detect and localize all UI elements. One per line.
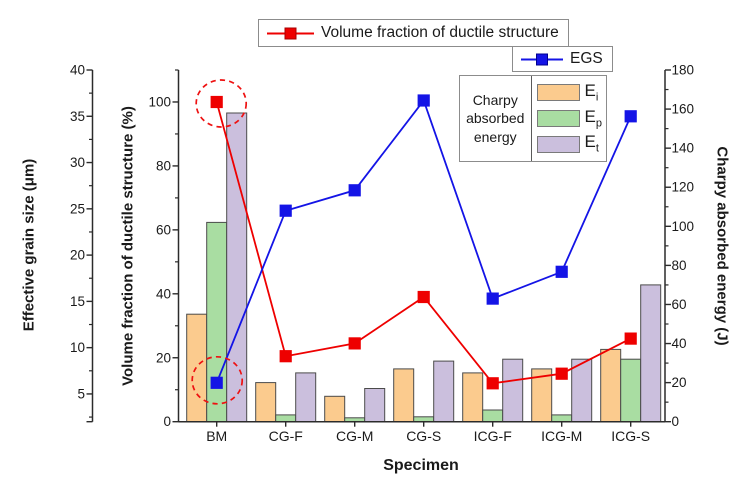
legend-charpy-title: Charpy absorbed energy [460, 76, 532, 161]
bar-Ei-ICG-F [462, 372, 484, 423]
y-tick-label: 0 [672, 414, 680, 429]
ep-swatch-icon [536, 109, 580, 127]
bar-Ep-BM [206, 221, 228, 423]
y-tick-label: 15 [70, 294, 85, 309]
legend-charpy-entries: Ei Ep Et [532, 76, 606, 161]
bar-Ep-ICG-S [620, 358, 642, 423]
bar-Et-ICG-F [502, 358, 524, 423]
et-label: Et [584, 132, 599, 155]
marker-Volume fraction of ductile structure-CG-S [417, 290, 430, 304]
y-tick-label: 60 [672, 297, 687, 312]
marker-Volume fraction of ductile structure-ICG-S [624, 332, 637, 345]
x-tick-label: ICG-F [474, 428, 512, 444]
y-tick-label: 40 [70, 63, 85, 78]
bar-Ep-CG-F [275, 414, 297, 423]
y-tick-label: 20 [70, 248, 85, 263]
marker-EGS-BM [210, 376, 223, 389]
bar-Et-BM [226, 112, 248, 423]
marker-Volume fraction of ductile structure-ICG-M [555, 367, 568, 380]
marker-EGS-CG-M [348, 184, 361, 197]
bar-Ei-CG-M [324, 395, 346, 423]
legend-volume-fraction-label: Volume fraction of ductile structure [321, 24, 559, 41]
y-tick-label: 40 [156, 286, 171, 301]
y-tick-label: 120 [672, 180, 695, 195]
y-tick-label: 20 [156, 350, 171, 365]
x-tick-label: CG-F [269, 428, 303, 444]
ei-swatch-icon [536, 84, 580, 102]
bar-Ep-ICG-M [551, 414, 573, 423]
marker-Volume fraction of ductile structure-BM [210, 95, 223, 109]
x-tick-label: ICG-S [611, 428, 650, 444]
x-tick-label: CG-S [406, 428, 441, 444]
y-tick-label: 30 [70, 155, 85, 170]
highlight-circle-BM [195, 79, 248, 128]
marker-Volume fraction of ductile structure-ICG-F [486, 377, 499, 390]
legend-charpy-title-line: energy [473, 128, 517, 145]
y-tick-label: 100 [148, 94, 171, 109]
y-tick-label: 10 [70, 340, 85, 355]
x-tick-label: BM [206, 428, 227, 444]
y-tick-label: 80 [156, 158, 171, 173]
legend-entry-et: Et [536, 132, 602, 155]
axis-title-specimen: Specimen [383, 457, 459, 474]
et-swatch-icon [536, 135, 580, 153]
ei-label: Ei [584, 81, 599, 104]
marker-Volume fraction of ductile structure-CG-F [279, 350, 292, 363]
y-tick-label: 160 [672, 102, 695, 117]
blue-square-line-icon [521, 53, 563, 65]
legend-charpy-title-line: Charpy [472, 91, 518, 108]
axis-title-effective-grain-size: Effective grain size (μm) [20, 158, 38, 332]
highlight-circle-BM [191, 355, 244, 405]
marker-Volume fraction of ductile structure-CG-M [348, 337, 361, 350]
bar-Et-ICG-S [640, 284, 662, 423]
red-square-line-icon [267, 27, 314, 39]
bar-Et-ICG-M [571, 358, 593, 423]
y-tick-label: 0 [163, 414, 171, 429]
y-tick-label: 100 [672, 219, 695, 234]
y-tick-label: 60 [156, 222, 171, 237]
marker-EGS-ICG-M [555, 265, 568, 278]
legend-charpy-title-line: absorbed [466, 110, 525, 127]
marker-EGS-CG-S [417, 94, 430, 107]
marker-EGS-CG-F [279, 204, 292, 217]
axis-title-charpy-energy: Charpy absorbed energy (J) [713, 146, 731, 346]
y-tick-label: 25 [70, 201, 85, 216]
axis-title-volume-fraction: Volume fraction of ductile structure (%) [119, 106, 137, 386]
bar-Ei-ICG-S [600, 348, 622, 423]
legend-entry-ei: Ei [536, 81, 602, 104]
y-tick-label: 35 [70, 109, 85, 124]
bar-Ep-ICG-F [482, 409, 504, 423]
y-tick-label: 140 [672, 141, 695, 156]
marker-EGS-ICG-S [624, 110, 637, 123]
legend-egs-label: EGS [570, 50, 603, 67]
ep-label: Ep [584, 106, 602, 130]
bar-Et-CG-F [295, 372, 317, 423]
y-tick-label: 5 [77, 386, 85, 401]
bar-Ei-CG-F [255, 382, 277, 423]
x-tick-label: CG-M [336, 428, 373, 444]
y-tick-label: 80 [672, 258, 687, 273]
marker-EGS-ICG-F [486, 292, 499, 305]
legend-charpy-energy: Charpy absorbed energy Ei Ep Et [459, 75, 607, 162]
bar-Et-CG-S [433, 360, 455, 423]
legend-egs: EGS [512, 46, 613, 72]
y-tick-label: 40 [672, 336, 687, 351]
bar-Et-CG-M [364, 388, 386, 423]
legend-entry-ep: Ep [536, 106, 602, 130]
x-tick-label: ICG-M [541, 428, 582, 444]
y-tick-label: 180 [672, 63, 695, 78]
y-tick-label: 20 [672, 375, 687, 390]
bar-Ei-CG-S [393, 368, 415, 423]
legend-volume-fraction: Volume fraction of ductile structure [258, 19, 569, 47]
